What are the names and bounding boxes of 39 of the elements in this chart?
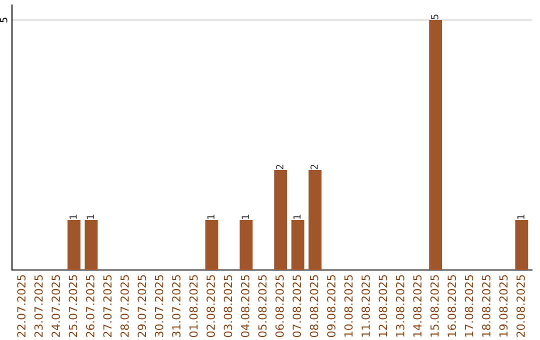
x-tick-label: 08.08.2025 <box>310 275 318 338</box>
data-label: 1 <box>517 214 524 219</box>
x-tick-label: 06.08.2025 <box>275 275 284 338</box>
x-tick-label: 24.07.2025 <box>52 275 60 337</box>
x-tick-label: 19.08.2025 <box>499 275 508 337</box>
x-tick-label: 18.08.2025 <box>482 275 490 337</box>
x-tick-label: 30.07.2025 <box>154 275 164 337</box>
data-label: 2 <box>310 164 318 170</box>
x-tick-label: 12.08.2025 <box>378 275 388 337</box>
x-tick-label: 11.08.2025 <box>362 275 370 337</box>
x-tick-label: 13.08.2025 <box>396 275 404 337</box>
data-label: 1 <box>293 214 301 219</box>
data-label: 1 <box>207 214 214 219</box>
data-label: 1 <box>86 214 94 219</box>
x-tick-label: 16.08.2025 <box>448 275 456 337</box>
x-tick-label: 04.08.2025 <box>240 275 250 338</box>
x-tick-label: 17.08.2025 <box>464 275 474 337</box>
data-label: 2 <box>276 164 284 170</box>
data-label: 1 <box>242 214 249 219</box>
x-tick-label: 20.08.2025 <box>516 275 525 337</box>
x-tick-label: 01.08.2025 <box>189 275 198 338</box>
x-tick-label: 02.08.2025 <box>206 275 215 338</box>
x-tick-label: 31.07.2025 <box>172 275 181 337</box>
x-tick-label: 14.08.2025 <box>413 275 422 337</box>
x-tick-label: 26.07.2025 <box>86 275 94 337</box>
x-tick-label: 23.07.2025 <box>34 275 43 337</box>
x-tick-label: 28.07.2025 <box>120 275 129 337</box>
x-tick-label: 09.08.2025 <box>327 275 336 338</box>
x-tick-label: 10.08.2025 <box>344 275 353 337</box>
x-tick-label: 03.08.2025 <box>224 275 232 338</box>
x-tick-label: 15.08.2025 <box>430 275 439 337</box>
x-tick-label: 27.07.2025 <box>103 275 112 337</box>
x-tick-label: 05.08.2025 <box>258 275 267 338</box>
x-tick-label: 22.07.2025 <box>17 275 26 337</box>
x-tick-label: 29.07.2025 <box>138 275 146 337</box>
data-label: 1 <box>70 214 77 219</box>
data-label: 5 <box>431 14 438 20</box>
x-tick-label: 07.08.2025 <box>292 275 302 338</box>
x-tick-label: 25.07.2025 <box>68 275 78 337</box>
